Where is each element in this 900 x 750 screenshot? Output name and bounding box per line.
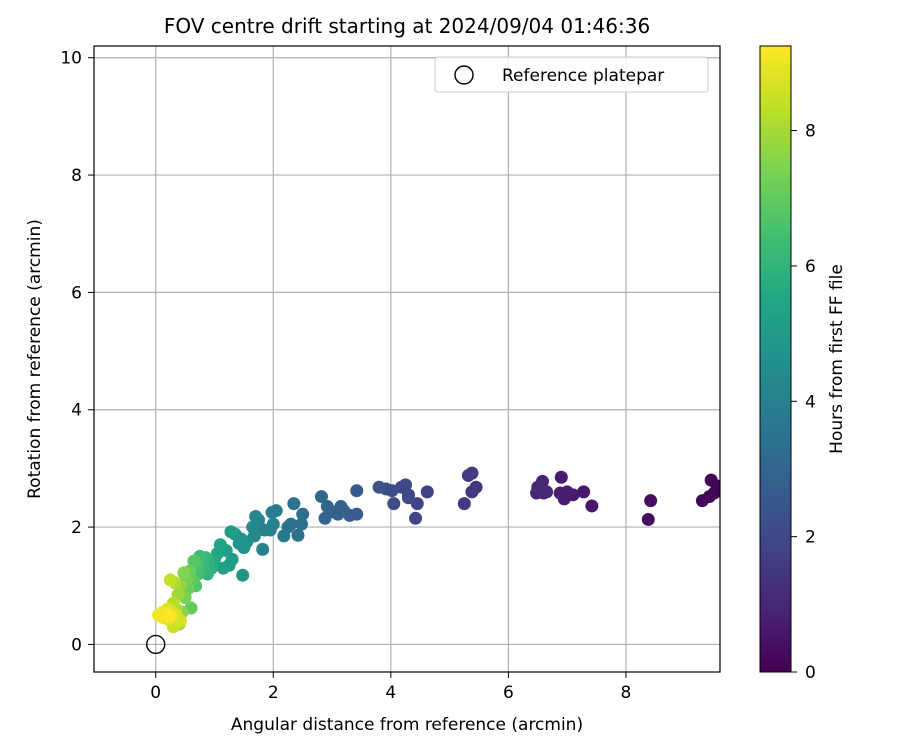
scatter-point — [314, 490, 328, 504]
x-axis-label: Angular distance from reference (arcmin) — [231, 715, 583, 735]
colorbar-label: Hours from first FF file — [827, 264, 847, 454]
scatter-point — [173, 614, 187, 628]
grid — [94, 46, 720, 672]
scatter-point — [265, 505, 279, 519]
plot-frame — [93, 45, 721, 673]
scatter-point — [372, 480, 386, 494]
scatter-point — [420, 485, 434, 499]
x-tick-label: 8 — [621, 683, 632, 703]
x-tick-label: 2 — [268, 683, 279, 703]
scatter-point — [163, 573, 177, 587]
colorbar — [759, 45, 792, 673]
scatter-point — [530, 486, 544, 500]
y-tick-label: 0 — [71, 635, 82, 655]
colorbar-ticks: 0 2 4 6 8 — [791, 122, 816, 683]
legend-box — [434, 56, 709, 93]
legend-entry: Reference platepar — [502, 66, 664, 86]
scatter-point — [236, 568, 250, 582]
scatter-point — [554, 470, 568, 484]
scatter-point — [224, 525, 238, 539]
x-axis-ticks: 0 2 4 6 8 — [150, 672, 631, 703]
y-tick-label: 10 — [60, 49, 82, 69]
scatter-points — [152, 466, 720, 634]
colorbar-tick-label: 6 — [805, 257, 816, 277]
chart-title: FOV centre drift starting at 2024/09/04 … — [164, 14, 650, 38]
scatter-point — [713, 484, 720, 498]
scatter-point — [294, 517, 308, 531]
scatter-point — [257, 523, 271, 537]
y-tick-label: 6 — [71, 283, 82, 303]
scatter-point — [461, 468, 475, 482]
scatter-point — [457, 497, 471, 511]
y-axis-ticks: 0 2 4 6 8 10 — [60, 49, 94, 655]
legend-marker — [454, 65, 474, 85]
y-axis-label: Rotation from reference (arcmin) — [25, 219, 45, 499]
scatter-point — [216, 561, 230, 575]
scatter-point — [644, 494, 658, 508]
scatter-point — [256, 542, 270, 556]
scatter-point — [287, 497, 301, 511]
y-tick-label: 4 — [71, 401, 82, 421]
scatter-point — [350, 484, 364, 498]
scatter-point — [585, 499, 599, 513]
x-tick-label: 0 — [150, 683, 161, 703]
scatter-point — [277, 529, 291, 543]
scatter-point — [320, 500, 334, 514]
colorbar-tick-label: 8 — [805, 122, 816, 142]
x-tick-label: 6 — [503, 683, 514, 703]
scatter-point — [695, 494, 709, 508]
x-tick-label: 4 — [385, 683, 396, 703]
scatter-point — [246, 520, 260, 534]
scatter-point — [409, 511, 423, 525]
colorbar-tick-label: 0 — [805, 663, 816, 683]
scatter-point — [177, 566, 191, 580]
scatter-point — [296, 507, 310, 521]
legend: Reference platepar — [434, 56, 709, 93]
scatter-point — [577, 485, 591, 499]
y-tick-label: 8 — [71, 166, 82, 186]
scatter-point — [465, 485, 479, 499]
scatter-point — [387, 497, 401, 511]
scatter-point — [553, 486, 567, 500]
scatter-point — [540, 485, 554, 499]
scatter-point — [291, 528, 305, 542]
y-tick-label: 2 — [71, 518, 82, 538]
colorbar-tick-label: 4 — [805, 392, 816, 412]
scatter-point — [641, 512, 655, 526]
scatter-point — [318, 511, 332, 525]
scatter-point — [187, 554, 201, 568]
colorbar-tick-label: 2 — [805, 528, 816, 548]
scatter-point — [249, 510, 263, 524]
scatter-point — [535, 474, 549, 488]
scatter-point — [163, 609, 177, 623]
reference-point-marker — [146, 634, 166, 655]
